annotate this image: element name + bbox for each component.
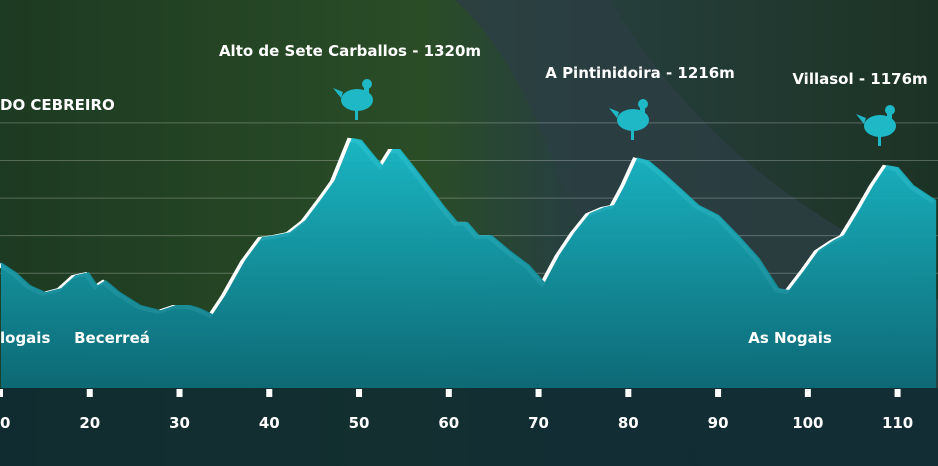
x-tick xyxy=(0,389,3,397)
place-label: DO CEBREIRO xyxy=(0,96,115,114)
x-tick-label: 50 xyxy=(349,414,370,432)
x-tick-label: 20 xyxy=(79,414,100,432)
peak-label: Villasol - 1176m xyxy=(792,70,927,88)
x-tick xyxy=(266,389,273,397)
x-tick xyxy=(804,389,811,397)
x-tick xyxy=(625,389,632,397)
x-tick xyxy=(894,389,901,397)
x-tick-label: 80 xyxy=(618,414,639,432)
x-tick xyxy=(445,389,452,397)
x-tick-label: 100 xyxy=(792,414,823,432)
peak-label: A Pintinidoira - 1216m xyxy=(545,64,735,82)
x-tick-label: 30 xyxy=(169,414,190,432)
x-tick xyxy=(535,389,542,397)
x-tick-label: 40 xyxy=(259,414,280,432)
axis-band xyxy=(0,388,938,466)
peak-icon xyxy=(333,79,373,120)
x-tick-label: 110 xyxy=(882,414,913,432)
x-tick xyxy=(356,389,363,397)
place-label: As Nogais xyxy=(748,329,832,347)
x-tick xyxy=(715,389,722,397)
x-tick-label: 70 xyxy=(528,414,549,432)
peak-icon xyxy=(856,105,896,146)
x-tick-label: 60 xyxy=(438,414,459,432)
place-label: Becerreá xyxy=(74,329,150,347)
profile-area xyxy=(0,137,937,388)
x-tick-label: 10 xyxy=(0,414,10,432)
x-tick xyxy=(176,389,183,397)
place-label: logais xyxy=(0,329,50,347)
x-tick-label: 90 xyxy=(708,414,729,432)
peak-label: Alto de Sete Carballos - 1320m xyxy=(219,42,481,60)
peak-icon xyxy=(609,99,649,140)
x-tick xyxy=(86,389,93,397)
